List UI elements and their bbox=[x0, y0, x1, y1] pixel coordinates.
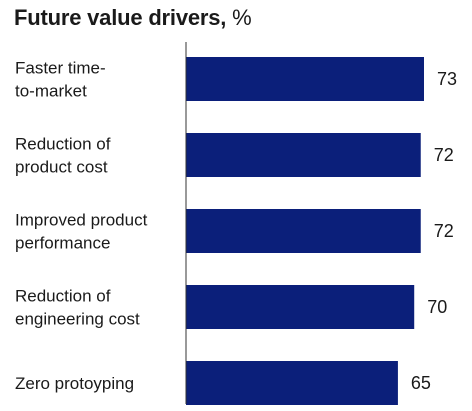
category-label-line: Reduction of bbox=[15, 135, 111, 154]
category-label-line: Reduction of bbox=[15, 287, 111, 306]
value-label-5: 65 bbox=[411, 373, 431, 393]
chart-title-unit: % bbox=[232, 5, 252, 30]
value-label-3: 72 bbox=[434, 221, 454, 241]
category-label-5: Zero protoyping bbox=[15, 374, 134, 393]
bar-5 bbox=[186, 361, 398, 405]
category-label-4: Reduction of engineering cost bbox=[15, 287, 140, 329]
category-label-1: Faster time-to-market bbox=[15, 59, 106, 101]
category-labels-layer: Faster time-to-market Reduction of product… bbox=[15, 59, 148, 394]
category-label-line: to-market bbox=[15, 82, 87, 101]
category-label-line: Faster time- bbox=[15, 59, 106, 78]
category-label-3: Improved product performance bbox=[15, 211, 148, 253]
value-label-2: 72 bbox=[434, 145, 454, 165]
category-label-line: product cost bbox=[15, 158, 108, 177]
category-label-line: Zero protoyping bbox=[15, 374, 134, 393]
bar-3 bbox=[186, 209, 421, 253]
chart-title-text: Future value drivers, bbox=[14, 5, 227, 30]
bars-layer bbox=[186, 57, 424, 405]
chart-title: Future value drivers, % bbox=[14, 5, 252, 31]
category-label-line: Improved product bbox=[15, 211, 148, 230]
category-label-line: engineering cost bbox=[15, 310, 140, 329]
bar-4 bbox=[186, 285, 415, 329]
bar-1 bbox=[186, 57, 424, 101]
value-label-1: 73 bbox=[437, 69, 457, 89]
value-labels-layer: 73 72 72 70 65 bbox=[411, 69, 457, 393]
category-label-2: Reduction of product cost bbox=[15, 135, 111, 177]
value-label-4: 70 bbox=[427, 297, 447, 317]
bar-2 bbox=[186, 133, 421, 177]
category-label-line: performance bbox=[15, 234, 110, 253]
